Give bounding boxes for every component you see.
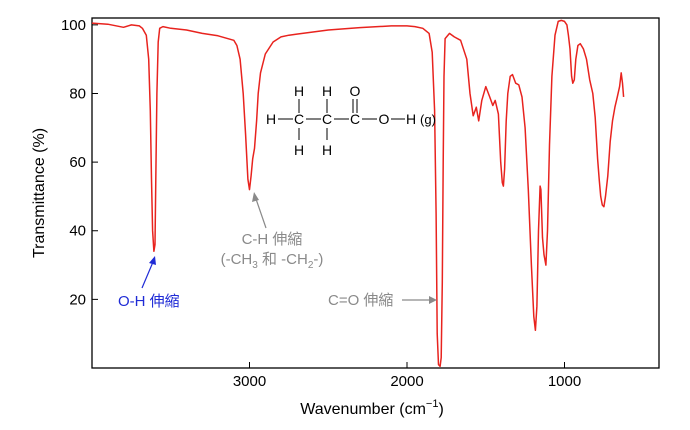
- plot-frame: [91, 17, 660, 369]
- spectrum-line: [91, 19, 625, 368]
- x-tick-label: 2000: [390, 373, 423, 390]
- annotation-ch-stretch: C-H 伸縮 (-CH3 和 -CH2-): [221, 192, 324, 271]
- molecule-carbon-1: C: [294, 111, 304, 127]
- annotation-co-stretch: C=O 伸縮: [328, 292, 437, 309]
- oh-arrowhead: [149, 256, 156, 265]
- ch-label-line2: (-CH3 和 -CH2-): [221, 251, 324, 271]
- molecule-h-end: H: [406, 111, 416, 127]
- y-axis-label: Transmittance (%): [31, 128, 48, 258]
- co-label: C=O 伸縮: [328, 292, 393, 309]
- x-axis-label-superscript: −1: [426, 398, 439, 410]
- ch-arrowhead: [252, 192, 259, 202]
- x-tick-labels: 3000 2000 1000: [233, 373, 581, 390]
- molecule-carbon-2: C: [322, 111, 332, 127]
- molecule-h-bottom-1: H: [294, 142, 304, 158]
- ch-arrow: [255, 198, 267, 229]
- y-tick-labels: 20 40 60 80 100: [61, 17, 86, 309]
- x-tick-label: 3000: [233, 373, 266, 390]
- y-tick-label: 60: [69, 154, 86, 171]
- molecule-h-left: H: [266, 111, 276, 127]
- x-axis-label: Wavenumber (cm−1): [300, 398, 444, 418]
- y-tick-label: 100: [61, 17, 86, 34]
- ch-label-line1: C-H 伸縮: [242, 231, 303, 248]
- x-tick-label: 1000: [548, 373, 581, 390]
- y-tick-label: 80: [69, 85, 86, 102]
- oh-label: O-H 伸縮: [118, 293, 180, 310]
- molecule-o-double: O: [350, 83, 361, 99]
- molecule-phase: (g): [420, 112, 436, 127]
- molecule-structure: H H O H C C C O H (g) H H: [266, 83, 436, 158]
- oh-arrow: [141, 261, 154, 289]
- molecule-carbon-3: C: [350, 111, 360, 127]
- tick-marks: [92, 24, 565, 368]
- co-arrowhead: [429, 296, 437, 304]
- annotation-oh-stretch: O-H 伸縮: [118, 256, 180, 310]
- molecule-h-bottom-2: H: [322, 142, 332, 158]
- molecule-h-top-1: H: [294, 83, 304, 99]
- y-tick-label: 40: [69, 223, 86, 240]
- y-tick-label: 20: [69, 291, 86, 308]
- molecule-o-single: O: [379, 111, 390, 127]
- molecule-h-top-2: H: [322, 83, 332, 99]
